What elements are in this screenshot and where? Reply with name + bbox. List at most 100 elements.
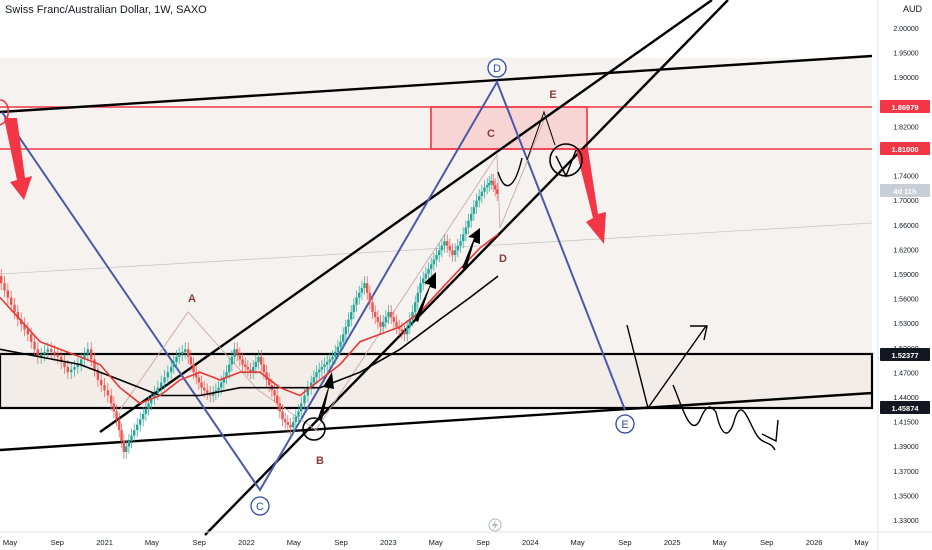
candle-body [150,398,153,404]
wave-label-text: D [499,253,507,265]
candle-body [225,372,228,378]
candle-body [170,367,173,373]
wave-label: B [316,455,324,467]
candle-body [265,372,268,380]
candle-body [478,196,481,201]
candle-body [80,359,83,365]
candle-body [136,424,139,431]
candle-body [220,382,223,388]
candle-body [166,372,170,378]
candle-body [470,213,473,221]
red-arrow-left [4,118,32,200]
candle-body [488,182,491,186]
candle-body [103,385,106,391]
candle-body [144,408,148,415]
candle-body [73,367,76,370]
candle-body [181,351,184,355]
candle-body [281,411,284,420]
abcde-path [119,119,545,431]
candle-body [110,395,113,404]
support-box[interactable] [0,352,874,410]
candle-body [175,356,178,362]
candle-body [268,379,271,386]
wave-label-text: E [549,89,556,101]
candle-body [323,364,326,368]
price-tick-label: 1.41500 [893,420,918,427]
candle-body [53,351,56,355]
candle-body [3,283,6,291]
forecast-squiggle-tick [761,419,779,443]
wave-label-text: E [621,419,628,431]
candle-body [192,364,195,373]
elliott-zigzag [1,79,626,492]
candle-body [147,403,150,409]
candle-body [46,349,50,352]
wave-label: C [250,496,270,516]
candle-body [315,372,318,378]
candle-body [496,189,499,194]
candle-body [300,403,303,412]
time-tick-label: Sep [193,538,206,547]
time-axis: May Sep 2021 May Sep 2022 May Sep 2023 May Sep 2024… [3,538,869,547]
candle-body [10,297,13,305]
candle-body [228,364,231,373]
candle-body [130,435,133,441]
candle-body [446,241,449,246]
lightning-icon[interactable] [488,518,502,532]
candle-body [454,250,457,255]
candle-body [459,241,462,246]
candle-body [23,324,26,330]
price-label-badge: 4d 11h [880,184,930,197]
candle-body [133,430,136,436]
price-tick-label: 1.39000 [893,444,918,451]
candle-body [257,356,260,362]
candle-body [178,354,181,357]
candle-body [112,403,116,412]
time-tick-label: Sep [760,538,773,547]
candle-body [292,422,295,428]
wave-label: E [549,89,556,101]
candle-body [398,326,401,330]
candle-body [200,382,203,388]
chart-title: Swiss Franc/Australian Dollar, 1W, SAXO [5,4,207,16]
candle-body [475,200,478,208]
wave-label: D [499,253,507,265]
candle-body [249,369,252,373]
candle-body [222,377,226,383]
candle-body [0,276,3,284]
candle-body [294,416,298,423]
candle-body [416,292,420,303]
candle-body [50,349,53,352]
price-label-badge: 1.52377 [880,348,930,361]
candle-body [115,411,118,420]
wave-label-text: D [493,63,501,75]
candle-body [241,359,244,365]
candle-body [492,180,495,186]
candle-body [30,334,33,342]
price-tick-label: 1.59000 [893,272,918,279]
candle-body [352,304,356,313]
candle-body [86,349,90,355]
price-label-badge: 1.81000 [880,142,930,155]
candle-body [289,424,292,428]
candle-body [435,254,438,260]
candle-body [276,395,279,404]
candle-body [60,356,63,362]
candle-body [238,354,242,360]
candle-body [430,264,433,269]
price-tick-label: 1.70000 [893,198,918,205]
candle-body [127,440,131,447]
candle-body [422,278,425,284]
candle-body [90,349,93,360]
wave-label-text: C [256,501,264,513]
price-label-text: 4d 11h [893,187,917,196]
price-tick-label: 1.44000 [893,395,918,402]
red-arrow-right [576,149,606,244]
candle-body [122,440,126,452]
candle-body [26,329,30,335]
candle-body [408,319,412,327]
candle-body [203,387,206,391]
candle-body [320,367,324,370]
